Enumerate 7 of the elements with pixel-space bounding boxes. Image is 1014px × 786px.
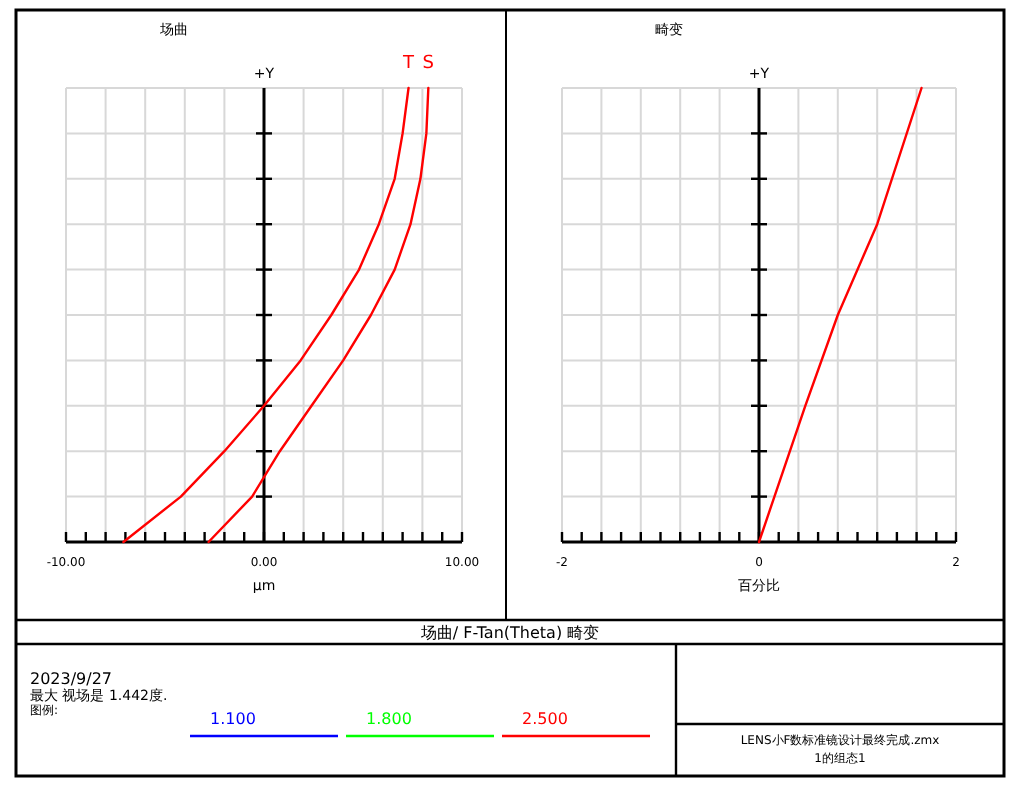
category-label: 1.800 (366, 710, 412, 728)
series-label: T (401, 54, 416, 74)
series-label: S (422, 54, 435, 74)
category-label: 1.100 (210, 710, 256, 728)
text: 2023/9/27 (30, 670, 113, 688)
category-label: 2.500 (522, 710, 568, 728)
text: 场曲/ F-Tan(Theta) 畸变 (418, 624, 600, 642)
